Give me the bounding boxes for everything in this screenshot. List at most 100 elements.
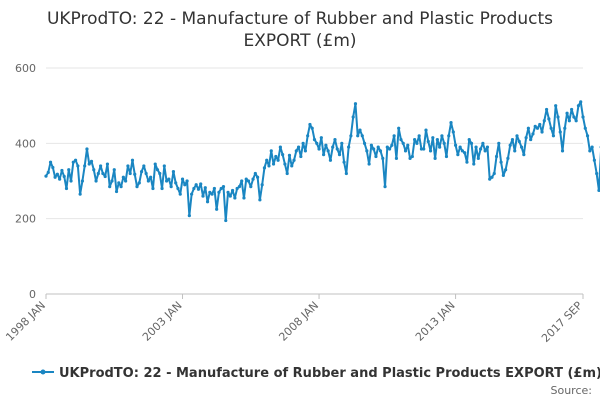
data-point[interactable] bbox=[310, 126, 314, 130]
data-point[interactable] bbox=[362, 141, 367, 145]
data-point[interactable] bbox=[233, 196, 237, 200]
data-point[interactable] bbox=[178, 192, 182, 196]
data-point[interactable] bbox=[158, 171, 162, 176]
data-point[interactable] bbox=[583, 126, 587, 130]
data-point[interactable] bbox=[60, 168, 64, 173]
data-point[interactable] bbox=[533, 124, 537, 128]
data-point[interactable] bbox=[51, 165, 55, 170]
data-point[interactable] bbox=[55, 172, 59, 176]
data-point[interactable] bbox=[287, 153, 292, 157]
data-point[interactable] bbox=[230, 188, 235, 193]
data-point[interactable] bbox=[133, 172, 137, 176]
data-point[interactable] bbox=[246, 179, 251, 183]
data-point[interactable] bbox=[488, 177, 492, 181]
data-point[interactable] bbox=[203, 186, 207, 190]
data-point[interactable] bbox=[358, 128, 362, 132]
data-point[interactable] bbox=[69, 179, 73, 183]
data-point[interactable] bbox=[449, 121, 453, 125]
data-point[interactable] bbox=[256, 175, 260, 179]
data-point[interactable] bbox=[356, 134, 360, 138]
data-point[interactable] bbox=[515, 134, 519, 138]
data-point[interactable] bbox=[73, 158, 78, 162]
data-point[interactable] bbox=[453, 143, 458, 147]
data-point[interactable] bbox=[376, 145, 380, 149]
data-point[interactable] bbox=[322, 153, 326, 157]
data-point[interactable] bbox=[308, 122, 312, 127]
data-point[interactable] bbox=[337, 153, 342, 157]
data-point[interactable] bbox=[490, 175, 494, 179]
data-point[interactable] bbox=[381, 156, 385, 160]
data-point[interactable] bbox=[258, 198, 262, 202]
data-point[interactable] bbox=[331, 145, 335, 149]
data-point[interactable] bbox=[171, 169, 176, 174]
data-point[interactable] bbox=[126, 164, 130, 168]
data-point[interactable] bbox=[422, 147, 426, 151]
data-point[interactable] bbox=[142, 164, 146, 168]
data-point[interactable] bbox=[570, 107, 574, 112]
data-point[interactable] bbox=[508, 143, 512, 147]
data-point[interactable] bbox=[585, 134, 590, 138]
data-point[interactable] bbox=[479, 147, 483, 151]
data-point[interactable] bbox=[435, 137, 439, 142]
data-point[interactable] bbox=[278, 145, 282, 149]
data-point[interactable] bbox=[590, 145, 594, 149]
data-point[interactable] bbox=[62, 174, 66, 179]
data-point[interactable] bbox=[440, 134, 444, 138]
data-point[interactable] bbox=[185, 179, 189, 183]
data-point[interactable] bbox=[112, 168, 116, 172]
data-point[interactable] bbox=[419, 147, 424, 151]
data-point[interactable] bbox=[581, 115, 585, 119]
data-point[interactable] bbox=[556, 115, 560, 119]
data-point[interactable] bbox=[183, 183, 187, 187]
data-point[interactable] bbox=[228, 194, 232, 198]
data-point[interactable] bbox=[451, 130, 455, 134]
data-point[interactable] bbox=[212, 186, 216, 191]
data-point[interactable] bbox=[303, 149, 307, 153]
data-point[interactable] bbox=[281, 153, 285, 157]
data-point[interactable] bbox=[469, 141, 474, 145]
data-point[interactable] bbox=[385, 145, 389, 149]
data-point[interactable] bbox=[353, 102, 358, 106]
data-point[interactable] bbox=[369, 143, 373, 147]
data-point[interactable] bbox=[205, 200, 210, 204]
data-point[interactable] bbox=[549, 126, 553, 130]
data-point[interactable] bbox=[67, 168, 71, 172]
data-point[interactable] bbox=[540, 130, 544, 134]
data-point[interactable] bbox=[139, 169, 144, 174]
data-point[interactable] bbox=[317, 147, 321, 151]
data-point[interactable] bbox=[64, 186, 69, 191]
data-point[interactable] bbox=[208, 190, 212, 194]
data-point[interactable] bbox=[274, 154, 278, 159]
data-point[interactable] bbox=[351, 115, 355, 119]
data-point[interactable] bbox=[485, 145, 490, 149]
data-point[interactable] bbox=[447, 134, 451, 138]
data-point[interactable] bbox=[399, 137, 403, 142]
data-point[interactable] bbox=[155, 168, 160, 172]
data-point[interactable] bbox=[387, 147, 392, 151]
data-point[interactable] bbox=[360, 134, 364, 138]
data-point[interactable] bbox=[96, 171, 100, 176]
data-point[interactable] bbox=[374, 154, 378, 159]
data-point[interactable] bbox=[417, 134, 421, 138]
data-point[interactable] bbox=[108, 185, 112, 189]
data-point[interactable] bbox=[215, 207, 219, 211]
data-point[interactable] bbox=[76, 164, 80, 168]
data-point[interactable] bbox=[312, 137, 317, 142]
data-point[interactable] bbox=[276, 158, 280, 162]
data-point[interactable] bbox=[296, 145, 301, 149]
data-point[interactable] bbox=[210, 192, 214, 196]
data-point[interactable] bbox=[174, 181, 178, 185]
data-point[interactable] bbox=[394, 156, 399, 160]
data-point[interactable] bbox=[513, 149, 517, 153]
data-point[interactable] bbox=[80, 179, 85, 183]
data-point[interactable] bbox=[438, 145, 442, 149]
data-point[interactable] bbox=[219, 186, 223, 191]
data-point[interactable] bbox=[501, 173, 505, 177]
data-point[interactable] bbox=[342, 160, 346, 164]
data-point[interactable] bbox=[105, 162, 110, 166]
data-point[interactable] bbox=[465, 160, 469, 164]
data-point[interactable] bbox=[367, 162, 371, 166]
data-point[interactable] bbox=[544, 107, 549, 112]
data-point[interactable] bbox=[292, 158, 296, 162]
data-point[interactable] bbox=[48, 160, 53, 164]
